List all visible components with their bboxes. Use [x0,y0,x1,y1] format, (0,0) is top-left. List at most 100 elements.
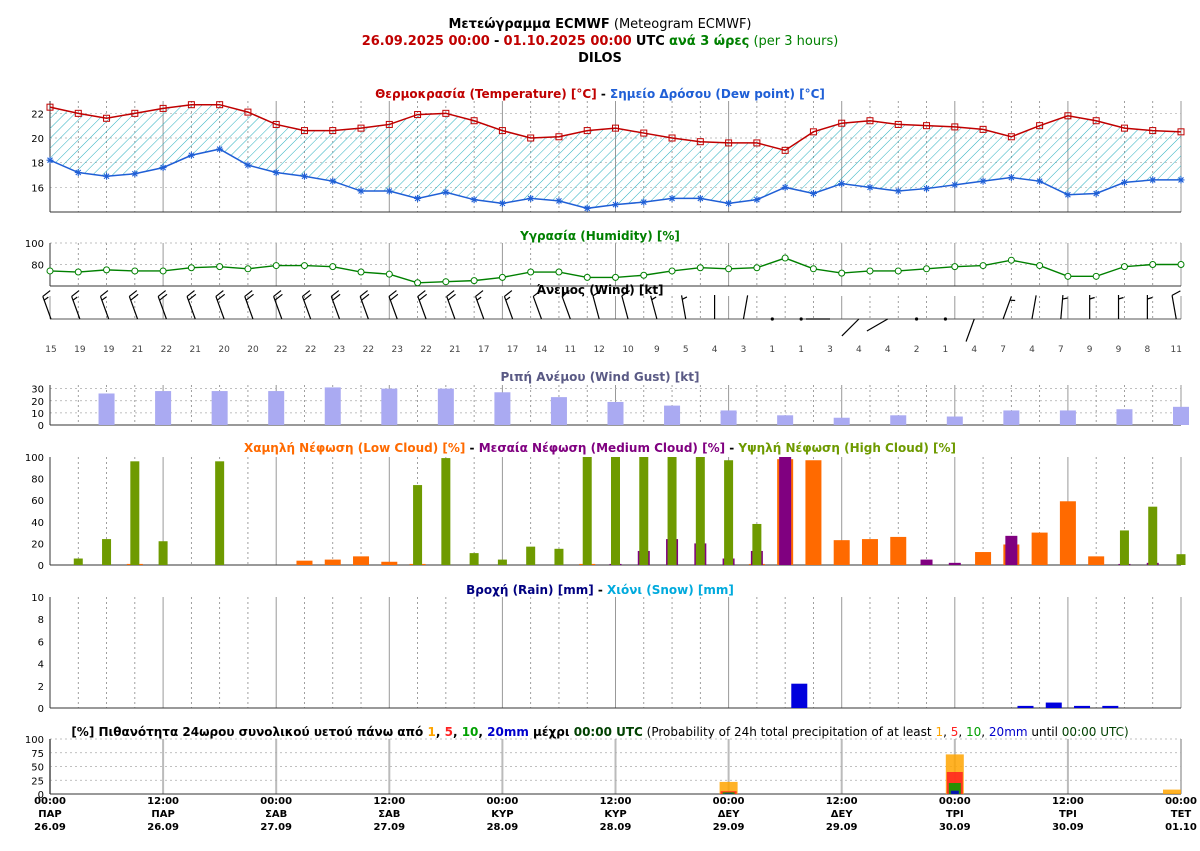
precip-panel-title-part-0: Βροχή (Rain) [mm] [466,583,594,597]
wind-calm-dot [799,317,803,321]
humidity-point [1149,261,1157,268]
time-axis-time: 12:00 [373,796,405,807]
dewpoint-point [272,169,280,177]
wind-barb-feather [447,293,456,301]
dewpoint-point [1092,190,1100,197]
humidity-point [498,273,506,281]
wind-barb-staff [244,296,254,320]
high-cloud-bar [73,558,83,565]
high-cloud-bar [752,523,762,565]
wind-speed-label: 2 [914,345,920,355]
prob-title-part-19: 00:00 UTC) [1062,725,1129,739]
dewpoint-marker-stroke [1149,177,1156,183]
dewpoint-marker-stroke [471,196,478,203]
precip-ytick-label: 6 [38,637,44,648]
prob-10mm-bar [948,783,961,794]
wind-barb-feather [1171,290,1181,296]
dewpoint-point [1120,178,1128,186]
dewpoint-point [357,187,365,195]
gust-bar [437,388,454,425]
wind-barb-feather [475,290,484,297]
cloud-ytick-label: 60 [31,496,44,507]
humidity-panel-title-part-0: Υγρασία (Humidity) [%] [519,229,680,243]
wind-barb [914,317,919,321]
period-end: 01.10.2025 00:00 [503,34,632,49]
prob-title-part-1: 1 [427,725,435,739]
cloud-ytick-label: 40 [31,518,44,529]
humidity-point [272,262,280,270]
temperature-point [1092,117,1100,125]
time-axis-time: 12:00 [1052,796,1084,807]
wind-speed-label: 22 [420,345,431,355]
wind-speed-label: 11 [1171,345,1182,355]
gust-ytick-label: 0 [38,421,44,432]
wind-barb-feather [561,290,570,297]
gust-bar [1003,410,1020,425]
wind-barb-staff [965,318,975,342]
dewpoint-point [696,194,704,202]
wind-barb-feather [274,293,283,301]
cloud-panel-title-part-4: Υψηλή Νέφωση (High Cloud) [%] [737,441,956,455]
wind-barb [71,290,81,320]
title-greek: Μετεώγραμμα ECMWF [448,17,610,32]
time-axis-date: 28.09 [600,822,632,833]
humidity-point [244,265,252,273]
wind-barb [1146,295,1153,319]
wind-barb-feather [361,293,370,301]
rain-bar [1102,705,1119,708]
title-english: (Meteogram ECMWF) [613,17,752,32]
humidity-point [1036,262,1044,270]
wind-speed-label: 9 [1116,345,1122,355]
time-axis-date: 26.09 [147,822,179,833]
period-start: 26.09.2025 00:00 [361,34,490,49]
wind-barb [128,290,139,320]
dewpoint-marker-stroke [527,195,534,202]
humidity-point [131,267,139,275]
high-cloud-bar [526,546,536,565]
dewpoint-marker-stroke [75,169,82,176]
wind-barb [621,290,631,320]
wind-speed-label: 3 [741,345,747,355]
temperature-point [272,120,280,128]
dewpoint-point [1149,176,1157,184]
wind-barb [742,295,749,320]
time-axis-day: ΚΥΡ [604,809,626,820]
cloud-panel-title: Χαμηλή Νέφωση (Low Cloud) [%] - Μεσαία Ν… [244,441,956,455]
wind-barb [157,290,168,320]
wind-barb [503,290,514,320]
gust-bar [324,387,341,425]
wind-barb-feather [621,290,631,297]
wind-calm-dot [914,317,919,321]
wind-barb [866,318,889,332]
gust-bar [890,415,907,425]
dewpoint-marker-stroke [782,184,789,191]
wind-barb-staff [1031,295,1037,320]
wind-calm-dot [770,317,774,321]
wind-barb [417,290,428,320]
humidity-panel-title: Υγρασία (Humidity) [%] [519,229,680,243]
wind-speed-label: 22 [161,345,172,355]
wind-speed-label: 5 [683,345,689,355]
time-axis: 00:00 ΠΑΡ 26.09 12:00 ΠΑΡ 26.09 00:00 ΣΑΒ 27.09 1… [34,796,1197,833]
humidity-point [385,270,393,278]
dewpoint-marker-stroke [810,190,817,197]
high-cloud-bar [215,461,225,565]
time-axis-day: ΣΑΒ [378,809,400,820]
wind-barb-feather [332,293,341,301]
period-tz: UTC [635,34,665,49]
wind-barb [42,290,52,320]
humidity-point [696,264,704,272]
cloud-ytick-label: 0 [38,561,44,572]
precip-yaxis: 0 2 4 6 8 10 [31,593,1181,715]
dewpoint-marker-stroke [640,199,647,206]
wind-barb-half-feather [1147,296,1153,300]
humidity-point [838,269,846,277]
rain-bar [1045,702,1062,708]
precip-panel-title-part-2: Χιόνι (Snow) [mm] [607,583,734,597]
time-axis-day: ΔΕΥ [718,809,741,820]
dewpoint-point [640,198,648,206]
gust-bar [946,416,963,425]
prob-ytick-label: 0 [38,790,44,801]
wind-speed-label: 20 [218,345,230,355]
